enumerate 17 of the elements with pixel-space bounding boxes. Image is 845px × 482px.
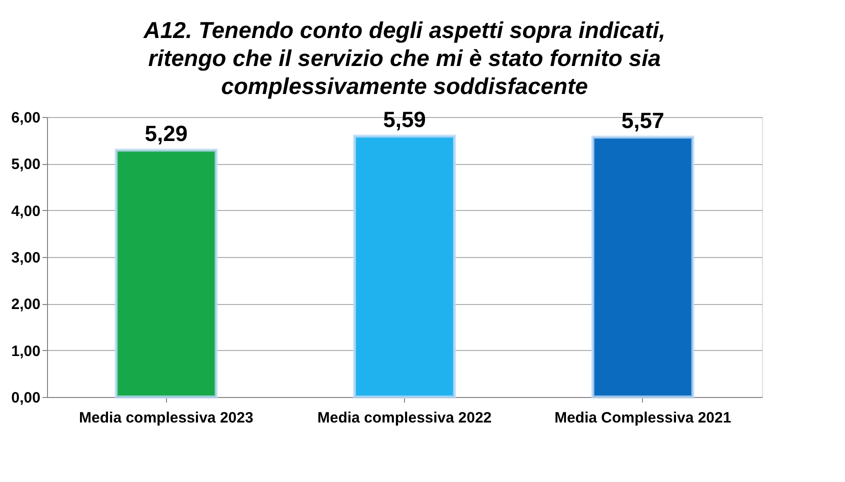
y-tick-label: 5,00	[11, 156, 40, 174]
bar	[591, 136, 694, 398]
chart-title: A12. Tenendo conto degli aspetti sopra indicati, ritengo che il servizio che mi è stato fornito sia complessivamente soddisfacente	[142, 17, 666, 100]
data-label: 5,29	[144, 121, 188, 146]
x-tick-label: Media complessiva 2022	[317, 410, 492, 426]
y-tick-label: 4,00	[11, 202, 40, 220]
y-tick-label: 6,00	[11, 110, 40, 126]
y-tick-label: 3,00	[11, 250, 40, 266]
y-tick-label: 2,00	[11, 296, 40, 314]
x-tick-label: Media complessiva 2023	[79, 410, 254, 426]
bar	[114, 148, 218, 398]
y-tick-label: 0,00	[11, 390, 40, 406]
x-tick-label: Media Complessiva 2021	[554, 410, 732, 426]
data-label: 5,59	[383, 107, 426, 132]
data-label: 5,57	[621, 108, 664, 134]
bar	[353, 134, 456, 398]
y-tick-label: 1,00	[11, 342, 40, 360]
